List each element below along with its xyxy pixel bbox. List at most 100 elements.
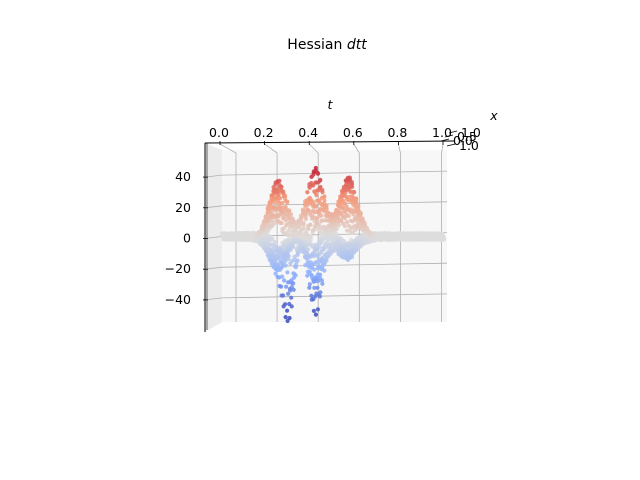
data-point (318, 177, 323, 182)
z-tick-label: 20 (175, 200, 191, 215)
data-point (304, 230, 309, 235)
data-point (285, 318, 290, 324)
x-tick-label: 0.0 (453, 133, 473, 148)
data-point (305, 273, 310, 278)
data-point (282, 216, 287, 221)
data-point (303, 212, 308, 217)
data-point (308, 212, 313, 217)
t-tick-label: 1.0 (432, 125, 452, 140)
data-point (315, 307, 320, 312)
data-point (350, 194, 355, 199)
data-point (263, 214, 269, 219)
data-point (281, 293, 286, 298)
t-tick-label: 0.8 (387, 125, 407, 140)
data-point (309, 293, 314, 298)
data-point (313, 248, 318, 253)
data-point (313, 165, 318, 171)
data-point (318, 184, 323, 190)
data-point (286, 254, 291, 259)
data-point (322, 198, 327, 203)
data-point (301, 226, 306, 231)
data-point (276, 213, 281, 218)
data-point (284, 284, 289, 289)
data-point (281, 194, 286, 199)
data-point (344, 212, 349, 217)
t-tick-label: 0.0 (209, 125, 229, 140)
data-point (338, 203, 343, 208)
data-point (309, 180, 314, 186)
data-point (289, 295, 294, 300)
data-point (308, 222, 313, 227)
data-point (285, 270, 290, 275)
x-tick-label: 0.5 (457, 129, 477, 144)
data-point (293, 257, 298, 263)
data-point (281, 304, 286, 309)
data-point (275, 179, 280, 184)
data-point (283, 204, 288, 209)
data-point (312, 224, 317, 229)
data-point (300, 207, 305, 212)
x-tick-mark (440, 138, 450, 142)
data-point (417, 236, 422, 241)
scatter-points (219, 165, 447, 324)
data-point (307, 195, 312, 200)
data-point (311, 297, 316, 302)
data-point (279, 200, 285, 206)
grid-slant-t (264, 143, 278, 154)
data-point (291, 281, 296, 286)
data-point (283, 315, 288, 320)
data-point (272, 249, 277, 254)
data-point (288, 261, 293, 266)
data-point (312, 285, 317, 290)
data-point (336, 209, 341, 214)
data-point (341, 238, 346, 243)
data-point (277, 196, 283, 201)
grid-slant-t (219, 143, 237, 154)
data-point (289, 304, 294, 309)
grid-line-z (221, 170, 448, 176)
x-tick-label: 1.0 (461, 125, 481, 140)
data-point (238, 232, 243, 237)
data-point (232, 231, 237, 236)
data-point (303, 199, 308, 204)
data-point (348, 218, 353, 223)
data-point (316, 198, 321, 203)
x-tick-label: 1.0 (459, 138, 479, 153)
data-point (312, 227, 317, 232)
grid-line-z (221, 293, 448, 299)
data-point (271, 255, 276, 260)
data-point (346, 223, 351, 228)
data-point (342, 193, 347, 198)
data-point (315, 266, 320, 271)
data-point (318, 207, 323, 212)
t-axis-line (204, 140, 456, 144)
data-point (291, 287, 296, 292)
data-point (397, 231, 402, 236)
grid-line-z (221, 262, 448, 268)
data-point (317, 294, 322, 299)
data-point (272, 240, 277, 245)
x-tick-mark (444, 134, 454, 138)
data-point (314, 193, 319, 198)
data-point (320, 281, 325, 286)
data-point (306, 247, 311, 252)
data-point (284, 238, 289, 243)
title-text: Hessian (287, 37, 347, 53)
grid-line-z (221, 201, 448, 207)
data-point (287, 220, 292, 225)
data-point (430, 232, 435, 237)
data-point (319, 249, 324, 254)
data-point (288, 288, 293, 293)
data-point (286, 229, 291, 234)
data-point (282, 278, 287, 283)
z-tick-label: 40 (175, 169, 191, 184)
x-tick-mark (446, 143, 456, 147)
data-point (315, 253, 320, 258)
t-tick-label: 0.4 (298, 125, 318, 140)
z-tick-label: −40 (165, 292, 191, 307)
data-point (309, 265, 314, 270)
data-point (279, 284, 284, 289)
data-point (346, 198, 351, 203)
data-point (340, 221, 346, 226)
x-tick-mark (448, 130, 458, 134)
